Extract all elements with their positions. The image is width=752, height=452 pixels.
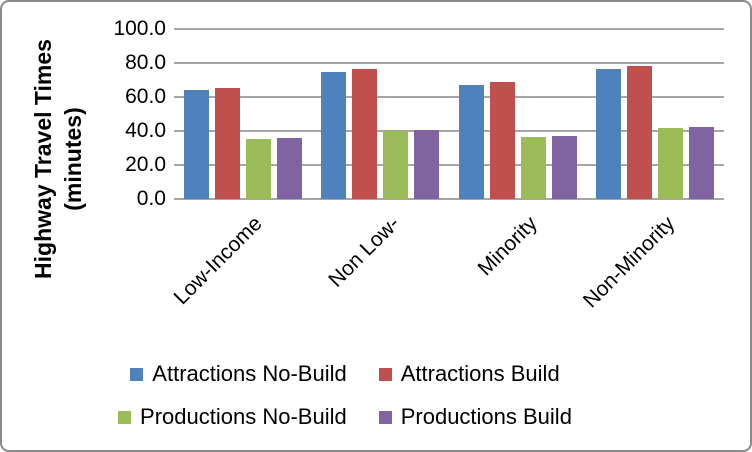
bar-group	[312, 29, 450, 199]
bar-series2-cat3	[489, 82, 515, 199]
legend-color-swatch	[130, 367, 144, 381]
legend: Attractions No-Build Attractions Build Pro…	[2, 360, 750, 446]
gridline	[174, 28, 724, 30]
bar-series3-cat3	[520, 137, 546, 199]
x-category-label: Non-Minority	[579, 212, 680, 313]
bar-series1-cat3	[458, 84, 484, 199]
legend-label: Productions No-Build	[140, 404, 347, 429]
legend-color-swatch	[378, 367, 392, 381]
bar-group	[587, 29, 725, 199]
gridline	[174, 198, 724, 200]
bar-series3-cat2	[383, 130, 409, 199]
legend-item: Attractions Build	[378, 361, 560, 387]
bar-series1-cat4	[596, 68, 622, 199]
x-category-label: Minority	[473, 212, 543, 281]
plot-area	[174, 28, 725, 200]
legend-item: Attractions No-Build	[130, 361, 347, 387]
bar-series4-cat4	[689, 127, 715, 199]
bar-series2-cat1	[214, 87, 240, 199]
legend-row: Productions No-Build Productions Build	[2, 403, 750, 431]
legend-item: Productions Build	[378, 404, 572, 430]
gridline	[174, 164, 724, 166]
y-tick-label: 100.0	[113, 17, 166, 40]
y-tick-label: 60.0	[125, 85, 166, 108]
bar-group	[174, 29, 312, 199]
y-tick-label: 80.0	[125, 51, 166, 74]
gridline	[174, 130, 724, 132]
x-category-label: Low-Income	[169, 212, 268, 310]
bar-series4-cat1	[276, 138, 302, 199]
bar-series2-cat4	[627, 66, 653, 199]
gridline	[174, 96, 724, 98]
bar-series1-cat2	[321, 71, 347, 199]
gridline	[174, 62, 724, 64]
legend-label: Attractions Build	[400, 361, 560, 386]
legend-color-swatch	[118, 410, 132, 424]
bar-series2-cat2	[352, 69, 378, 199]
bar-series4-cat2	[414, 129, 440, 199]
y-tick-label: 40.0	[125, 119, 166, 142]
bar-series3-cat4	[658, 128, 684, 199]
bar-group	[449, 29, 587, 199]
bar-series1-cat1	[183, 89, 209, 199]
bar-series4-cat3	[551, 136, 577, 199]
bar-series3-cat1	[245, 139, 271, 199]
legend-label: Attractions No-Build	[152, 361, 347, 386]
legend-color-swatch	[378, 410, 392, 424]
x-category-label: Non Low-	[324, 212, 405, 292]
y-tick-label: 0.0	[136, 187, 166, 210]
legend-row: Attractions No-Build Attractions Build	[2, 360, 750, 388]
legend-item: Productions No-Build	[118, 404, 347, 430]
y-tick-label: 20.0	[125, 153, 166, 176]
legend-label: Productions Build	[400, 404, 572, 429]
